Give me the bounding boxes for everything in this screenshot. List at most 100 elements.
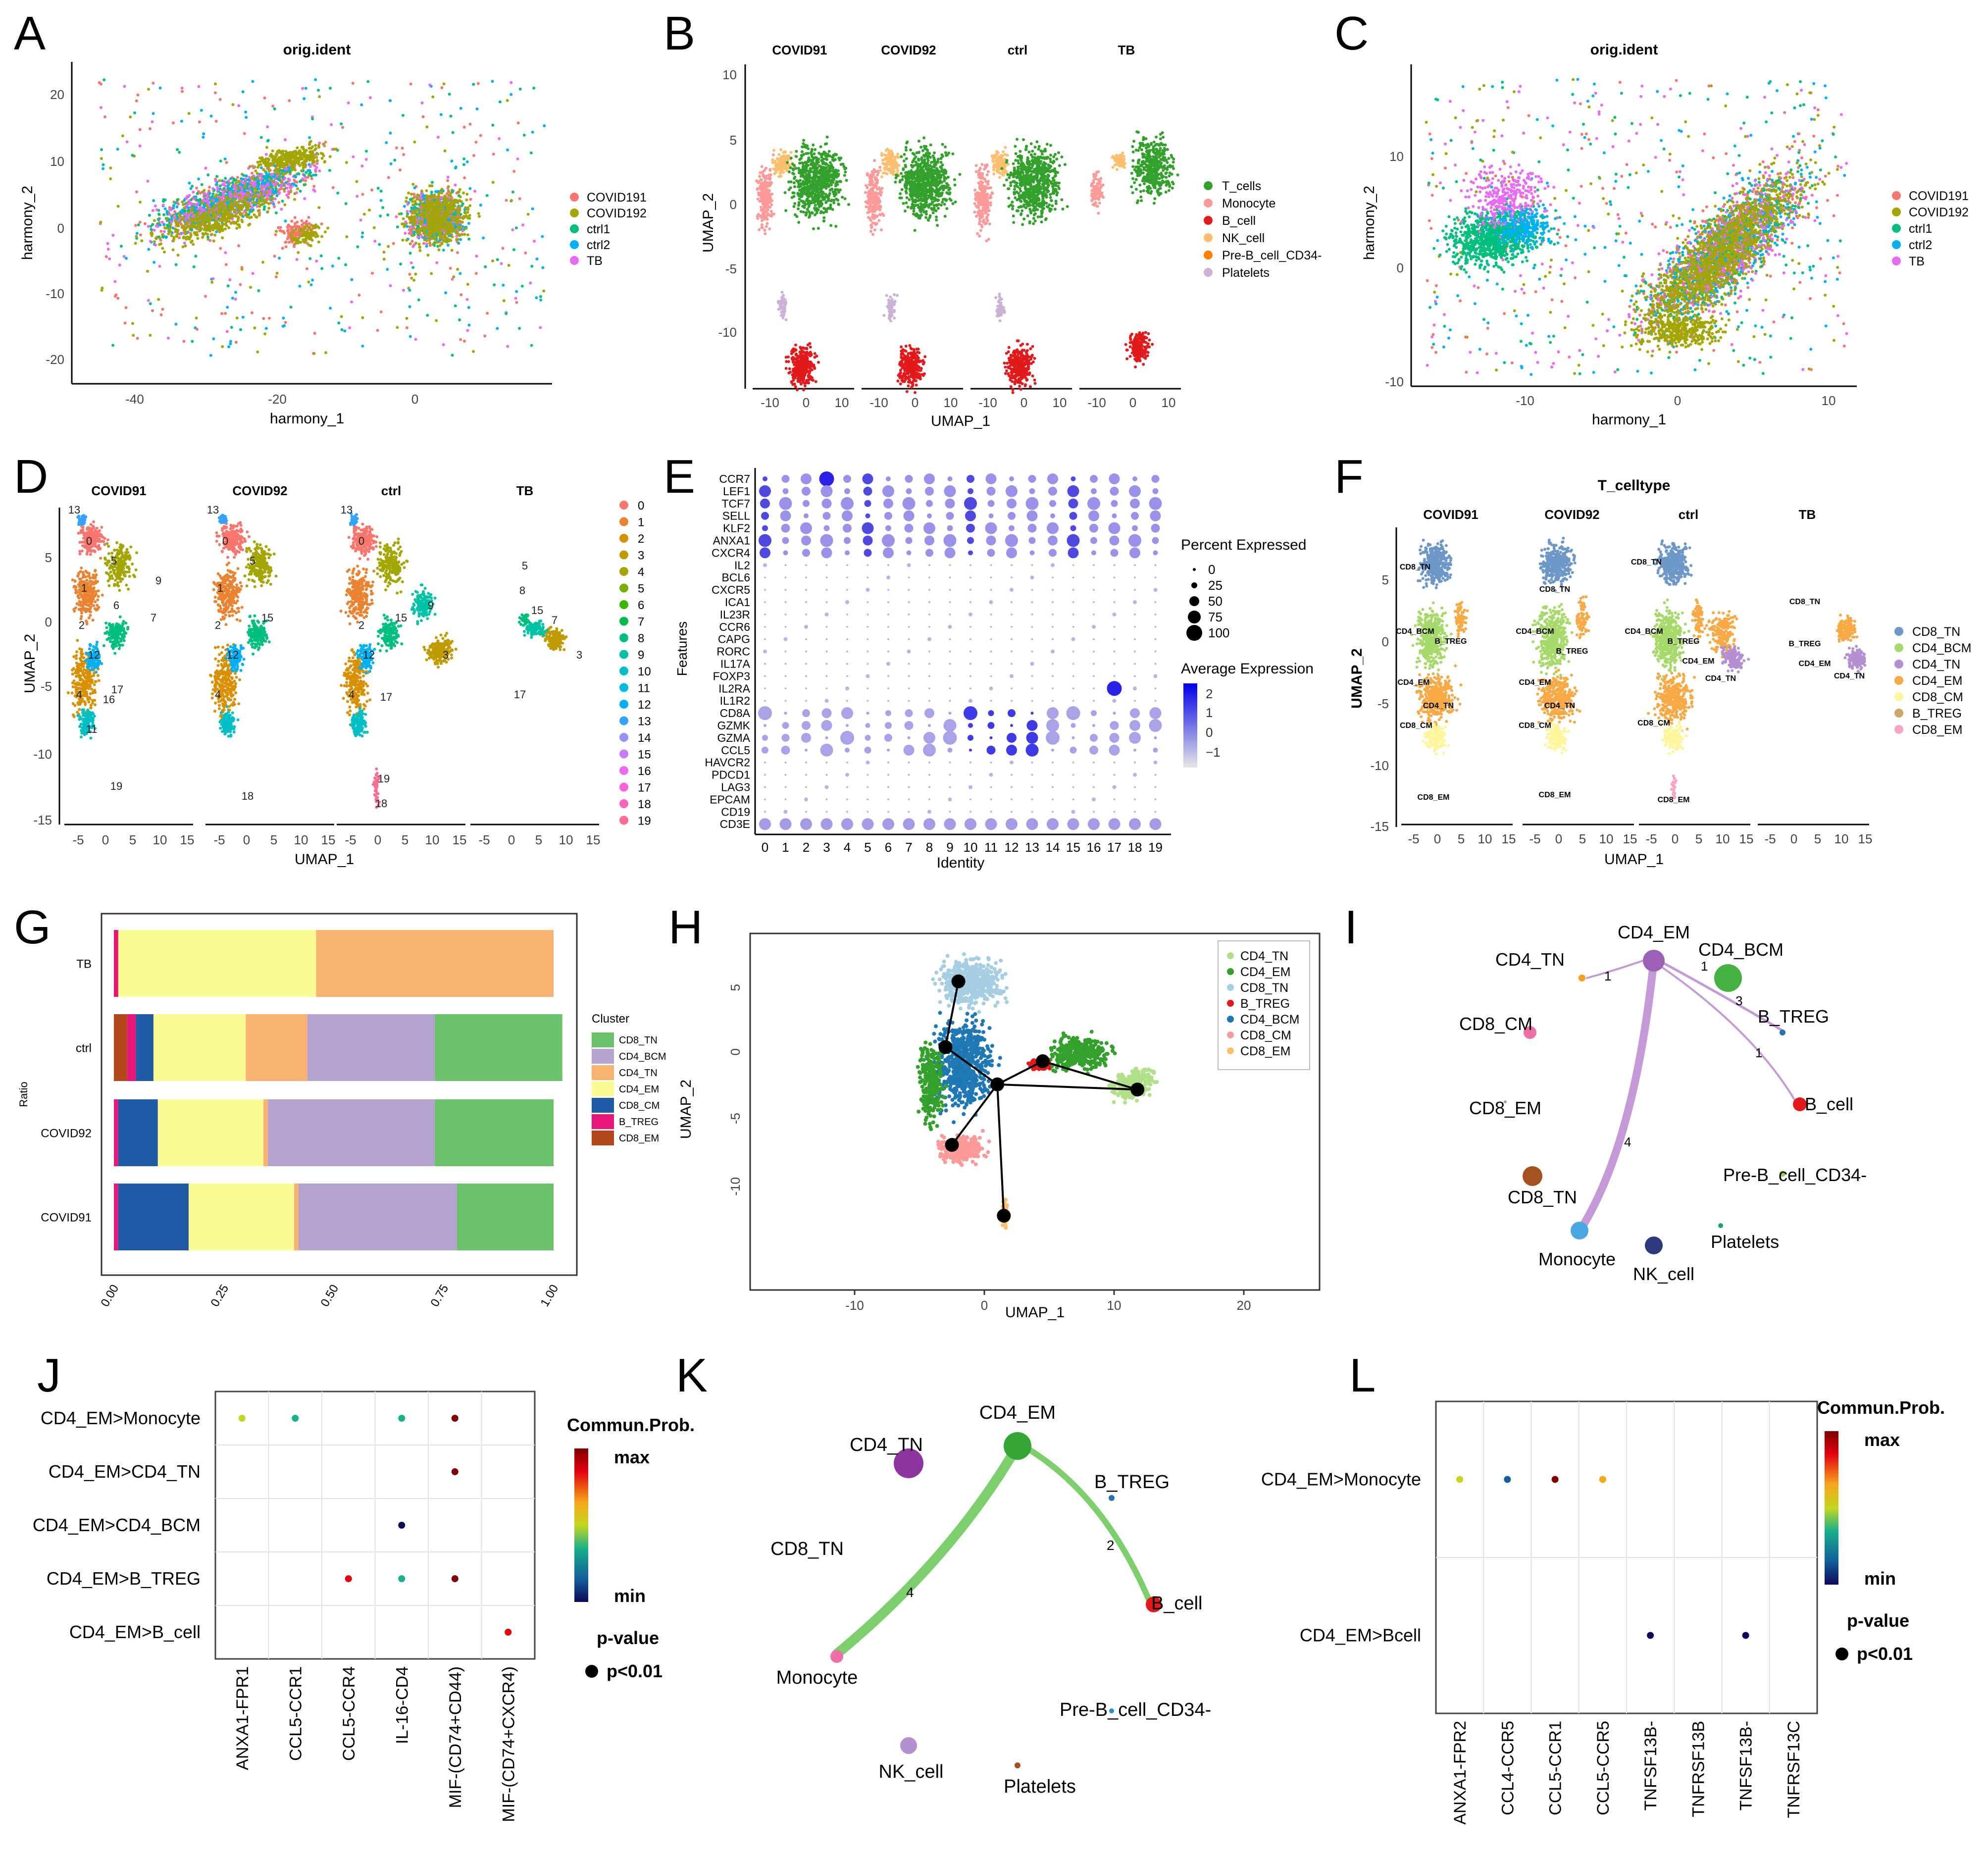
cell-point bbox=[348, 326, 351, 329]
cell-point bbox=[535, 296, 538, 299]
cell-point bbox=[508, 264, 510, 267]
cell-point bbox=[515, 301, 518, 304]
cell-point bbox=[466, 283, 469, 286]
cell-point bbox=[402, 289, 405, 292]
cell-point bbox=[199, 198, 202, 201]
cell-point bbox=[477, 82, 480, 85]
cell-point bbox=[288, 99, 291, 102]
cell-point bbox=[350, 301, 353, 304]
cell-point bbox=[198, 120, 201, 123]
cell-point bbox=[214, 82, 217, 85]
cell-point bbox=[179, 210, 182, 213]
cell-point bbox=[511, 191, 514, 194]
cell-point bbox=[177, 203, 180, 206]
cell-point bbox=[170, 215, 173, 218]
cell-point bbox=[345, 161, 348, 164]
cell-point bbox=[237, 244, 240, 247]
cell-point bbox=[131, 322, 134, 325]
cell-point bbox=[301, 87, 304, 90]
cell-point bbox=[505, 312, 508, 315]
cell-point bbox=[412, 193, 415, 196]
cell-point bbox=[234, 298, 237, 301]
cell-point bbox=[455, 165, 458, 168]
cell-point bbox=[341, 328, 344, 331]
cell-point bbox=[107, 248, 110, 251]
cell-point bbox=[161, 221, 164, 224]
cell-point bbox=[510, 199, 513, 202]
cell-point bbox=[307, 281, 310, 284]
cell-point bbox=[260, 173, 263, 176]
cell-point bbox=[225, 161, 228, 164]
cell-point bbox=[271, 104, 274, 107]
cell-point bbox=[482, 237, 485, 240]
cell-point bbox=[157, 213, 160, 216]
cell-point bbox=[208, 192, 211, 195]
cell-point bbox=[136, 232, 139, 235]
cell-point bbox=[486, 194, 489, 197]
cell-point bbox=[450, 115, 453, 118]
cell-point bbox=[249, 286, 252, 289]
cell-point bbox=[162, 204, 165, 206]
cell-point bbox=[99, 221, 102, 224]
cell-point bbox=[311, 117, 314, 120]
cell-point bbox=[151, 309, 154, 312]
cell-point bbox=[428, 84, 431, 87]
cell-point bbox=[385, 141, 388, 144]
cell-point bbox=[341, 126, 344, 129]
cell-point bbox=[510, 81, 512, 84]
cell-point bbox=[257, 289, 260, 292]
cell-point bbox=[448, 93, 451, 96]
panel-letter-f: F bbox=[1334, 450, 1364, 503]
cell-point bbox=[466, 329, 469, 332]
cell-point bbox=[296, 258, 299, 261]
cell-point bbox=[116, 148, 119, 151]
cell-point bbox=[133, 111, 136, 114]
cell-point bbox=[247, 182, 250, 185]
cell-point bbox=[352, 82, 355, 85]
cell-point bbox=[440, 113, 443, 116]
cell-point bbox=[256, 351, 259, 354]
cell-point bbox=[329, 307, 332, 310]
cell-point bbox=[149, 302, 152, 305]
cell-point bbox=[340, 122, 343, 125]
cell-point bbox=[191, 185, 194, 188]
cell-point bbox=[164, 199, 167, 202]
cell-point bbox=[260, 136, 263, 139]
cell-point bbox=[170, 208, 173, 211]
cell-point bbox=[476, 107, 479, 110]
cell-point bbox=[447, 176, 450, 179]
cell-point bbox=[296, 181, 299, 184]
cell-point bbox=[406, 326, 408, 329]
cell-point bbox=[172, 121, 175, 124]
cell-point bbox=[542, 290, 545, 293]
cell-point bbox=[492, 181, 495, 184]
cell-point bbox=[187, 209, 190, 212]
panel-letter-k: K bbox=[676, 1349, 708, 1402]
cell-point bbox=[210, 195, 213, 198]
cell-point bbox=[165, 210, 168, 213]
cell-point bbox=[164, 207, 167, 210]
cell-point bbox=[284, 219, 287, 222]
cell-point bbox=[360, 164, 363, 167]
cell-point bbox=[541, 235, 544, 238]
cell-point bbox=[359, 218, 362, 221]
cell-point bbox=[227, 284, 230, 287]
cell-point bbox=[493, 283, 496, 286]
cell-point bbox=[357, 294, 360, 297]
cell-point bbox=[134, 224, 137, 227]
cell-point bbox=[209, 354, 212, 357]
cell-point bbox=[275, 230, 278, 233]
cell-point bbox=[422, 115, 425, 118]
cell-point bbox=[196, 328, 199, 331]
cell-point bbox=[413, 141, 416, 144]
cell-point bbox=[312, 188, 315, 191]
cell-point bbox=[148, 214, 151, 217]
cell-point bbox=[308, 172, 311, 175]
cell-point bbox=[253, 326, 256, 329]
cell-point bbox=[161, 308, 164, 311]
cell-point bbox=[468, 324, 471, 327]
cell-point bbox=[361, 193, 364, 196]
cell-point bbox=[230, 326, 233, 329]
cell-point bbox=[473, 190, 476, 193]
cell-point bbox=[370, 189, 373, 192]
